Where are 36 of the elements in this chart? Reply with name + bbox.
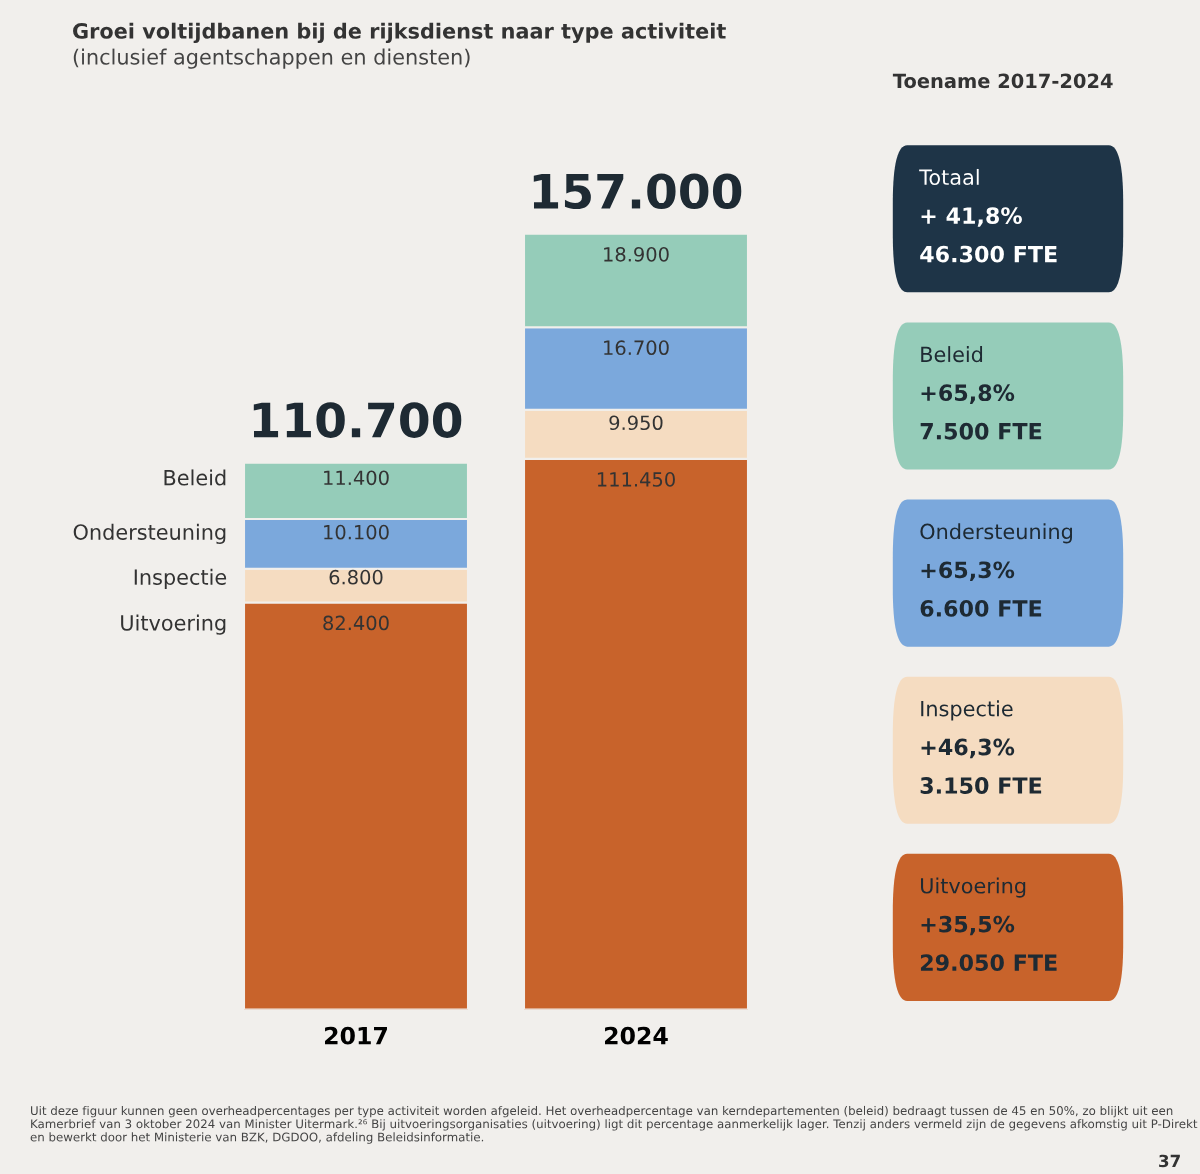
text: 6.600 FTE: [920, 599, 1042, 617]
series-label: Uitvoering: [121, 614, 226, 635]
total-label: 157.000: [533, 173, 742, 210]
chart-subtitle: (inclusief agentschappen en diensten): [73, 48, 470, 69]
data-label: 9.950: [609, 415, 663, 431]
x-tick-label: 2017: [325, 1026, 387, 1045]
series-label: Inspectie: [134, 568, 227, 589]
series-label: Beleid: [164, 469, 226, 486]
data-label: 10.100: [324, 524, 389, 540]
total-label: 110.700: [253, 402, 462, 438]
x-tick-label: 2024: [605, 1026, 668, 1045]
category-label: Totaal: [919, 168, 979, 186]
text: +65,3%: [921, 561, 1015, 582]
series-label: Ondersteuning: [73, 523, 226, 544]
category-label: Uitvoering: [921, 877, 1026, 898]
text: +65,8%: [921, 384, 1015, 404]
data-label: 11.400: [324, 470, 389, 486]
data-label: 82.400: [323, 615, 389, 631]
text: 46.300 FTE: [920, 245, 1057, 263]
chart-title: Groei voltijdbanen bij de rijksdienst naar type activiteit: [73, 22, 726, 44]
text: Toename 2017-2024: [892, 73, 1113, 89]
data-label: 18.900: [604, 246, 669, 262]
category-label: Ondersteuning: [920, 523, 1072, 544]
text: +35,5%: [921, 915, 1015, 936]
data-label: 16.700: [604, 340, 669, 356]
text: 37: [1159, 1154, 1180, 1168]
text: 3.150 FTE: [920, 777, 1042, 794]
text: +46,3%: [921, 738, 1015, 759]
data-label: 111.450: [597, 472, 675, 487]
text: 7.500 FTE: [920, 422, 1042, 440]
text: 29.050 FTE: [920, 954, 1057, 972]
text: + 41,8%: [921, 207, 1022, 227]
category-label: Beleid: [921, 346, 983, 363]
text: Uit deze figuur kunnen geen overheadpercentages per type activiteit worden afgeleid. Het overheadpercentage van kerndepartementen (beleid) bedraagt tussen de 45 en 50%, zo blijkt uit een Kamerbrief van 3 oktober 2024 van Minister Uitermark.²⁶ Bij uitvoeringsorganisaties (uitvoering) ligt dit percentage aanmerkelijk lager. Tenzij anders vermeld zijn de gegevens afkomstig uit P-Direkt en bewerkt door het Ministerie van BZK, DGDOO, afdeling Beleidsinformatie.: [30, 1105, 1198, 1144]
category-label: Inspectie: [921, 700, 1013, 721]
data-label: 6.800: [329, 569, 383, 585]
